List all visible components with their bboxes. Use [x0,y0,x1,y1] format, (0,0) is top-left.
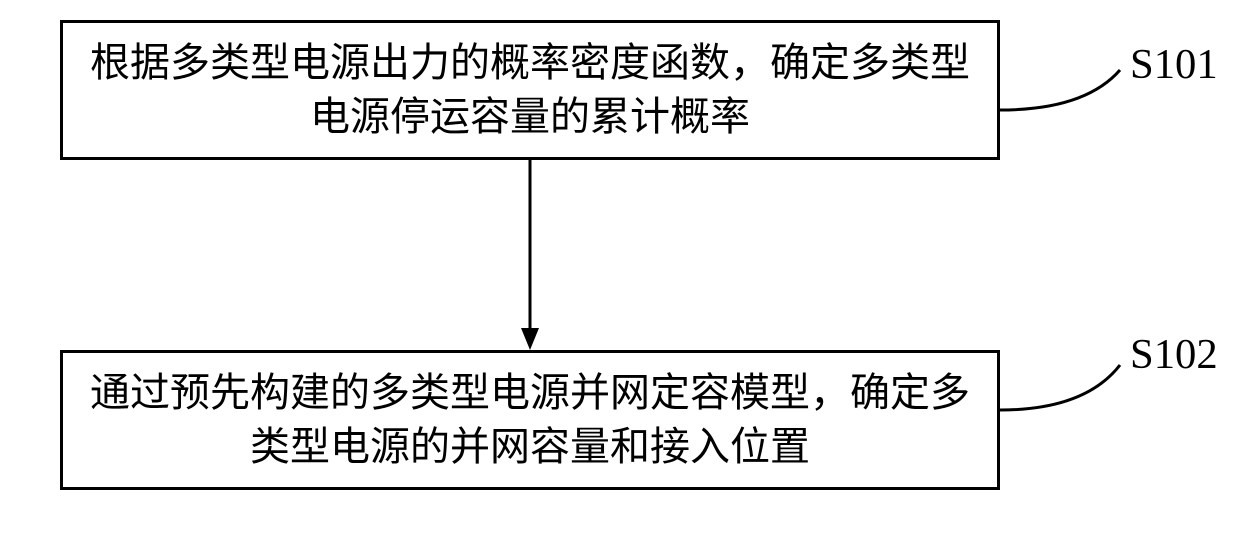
flowchart-canvas: 根据多类型电源出力的概率密度函数，确定多类型电源停运容量的累计概率 S101 通… [0,0,1240,550]
step-label-s102: S102 [1130,330,1218,379]
flow-step-s101-text: 根据多类型电源出力的概率密度函数，确定多类型电源停运容量的累计概率 [63,36,997,144]
flow-step-s101: 根据多类型电源出力的概率密度函数，确定多类型电源停运容量的累计概率 [60,20,1000,160]
step-label-s101: S101 [1130,40,1218,89]
flow-step-s102-text: 通过预先构建的多类型电源并网定容模型，确定多类型电源的并网容量和接入位置 [63,366,997,474]
flow-step-s102: 通过预先构建的多类型电源并网定容模型，确定多类型电源的并网容量和接入位置 [60,350,1000,490]
